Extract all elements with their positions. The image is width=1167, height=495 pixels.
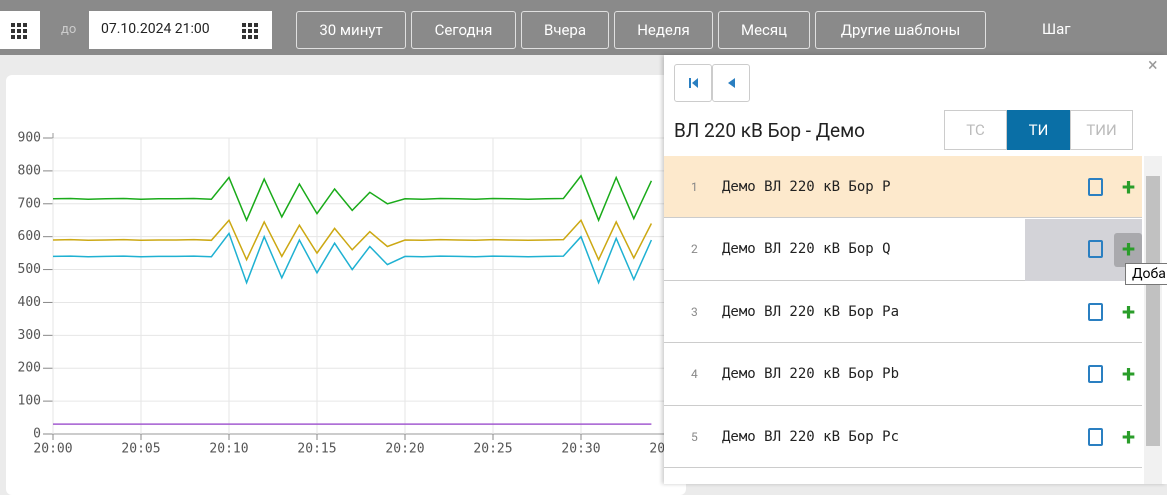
grid-icon (11, 23, 27, 39)
tab[interactable]: ТС (944, 110, 1007, 150)
prev-icon (728, 78, 735, 88)
copy-button[interactable] (1088, 365, 1103, 383)
preset-button[interactable]: Другие шаблоны (815, 11, 986, 49)
x-tick-label: 20:30 (561, 442, 600, 457)
first-icon (689, 78, 698, 88)
y-tick-label: 900 (18, 131, 41, 146)
series-line (52, 218, 653, 262)
panel-title: ВЛ 220 кВ Бор - Демо (674, 119, 866, 142)
row-name: Демо ВЛ 220 кВ Бор Pc (722, 428, 900, 445)
add-hover (1114, 232, 1142, 267)
preset-button[interactable]: Месяц (718, 11, 810, 49)
row-name: Демо ВЛ 220 кВ Бор P (722, 178, 891, 195)
row-name: Демо ВЛ 220 кВ Бор Pb (722, 366, 900, 382)
add-button[interactable]: + (1122, 360, 1136, 388)
row-name: Демо ВЛ 220 кВ Бор Q (722, 241, 891, 257)
row-index: 5 (691, 429, 698, 444)
chart-card: 0 100 200 300 400 500 600 700 800 900 20:00 20:05 20… (6, 75, 689, 495)
row-index: 3 (691, 304, 698, 319)
copy-button[interactable] (1088, 427, 1103, 446)
menu-button[interactable] (0, 11, 40, 49)
x-tick-label: 20:00 (33, 442, 72, 457)
list-row[interactable]: 2 Демо ВЛ 220 кВ Бор Q + (664, 218, 1142, 281)
close-button[interactable]: × (1148, 55, 1158, 76)
datetime-text: 07.10.2024 21:00 (101, 21, 210, 37)
x-tick-label: 20:15 (297, 442, 336, 457)
y-tick-label: 200 (18, 361, 41, 376)
copy-button[interactable] (1088, 302, 1103, 321)
datetime-input[interactable]: 07.10.2024 21:00 (89, 11, 272, 49)
chart: 0 100 200 300 400 500 600 700 800 900 20:00 20:05 20… (18, 131, 689, 457)
tooltip: Доба (1125, 263, 1167, 285)
prev-button[interactable] (712, 64, 750, 102)
add-button[interactable]: + (1122, 235, 1136, 263)
scroll-thumb[interactable] (1146, 176, 1160, 446)
preset-button[interactable]: Вчера (521, 11, 609, 49)
preset-button[interactable]: Неделя (614, 11, 713, 49)
x-tick-label: 20:25 (473, 442, 512, 457)
y-tick-label: 600 (18, 229, 41, 244)
x-tick-label: 20:05 (121, 442, 160, 457)
tab[interactable]: ТИ (1007, 110, 1070, 150)
y-tick-label: 400 (18, 295, 41, 310)
y-tick-label: 0 (33, 427, 41, 442)
copy-button[interactable] (1088, 240, 1103, 258)
y-tick-label: 700 (18, 196, 41, 211)
y-tick-label: 100 (18, 394, 41, 409)
row-index: 4 (691, 367, 698, 381)
add-button[interactable]: + (1122, 172, 1136, 201)
list-row[interactable]: 3 Демо ВЛ 220 кВ Бор Pa + (664, 281, 1142, 343)
scrollbar[interactable] (1144, 156, 1162, 484)
tab[interactable]: ТИИ (1070, 110, 1133, 150)
series-line (52, 174, 653, 223)
list-row[interactable]: 4 Демо ВЛ 220 кВ Бор Pb + (664, 344, 1142, 406)
calendar-icon (242, 23, 258, 39)
side-panel: × ВЛ 220 кВ Бор - Демо 1 Демо ВЛ 220 кВ Б… (664, 55, 1167, 484)
list-row[interactable]: 5 Демо ВЛ 220 кВ Бор Pc + (664, 406, 1142, 468)
add-button[interactable]: + (1122, 297, 1136, 326)
step-label: Шаг (1042, 20, 1071, 38)
preset-button[interactable]: 30 минут (296, 11, 406, 49)
x-tick-label: 20:10 (209, 442, 248, 457)
y-tick-label: 500 (18, 262, 41, 277)
to-label: до (61, 22, 77, 37)
y-tick-label: 800 (18, 163, 41, 178)
toolbar: до 07.10.2024 21:00 30 минут Сегодня Вче… (0, 0, 1167, 55)
first-button[interactable] (674, 64, 712, 102)
y-tick-label: 300 (18, 328, 41, 343)
copy-button[interactable] (1088, 177, 1103, 196)
series-line (52, 231, 653, 285)
x-tick-label: 20:20 (385, 442, 424, 457)
row-index: 1 (691, 179, 698, 194)
preset-button[interactable]: Сегодня (411, 11, 516, 49)
row-name: Демо ВЛ 220 кВ Бор Pa (722, 303, 900, 320)
add-button[interactable]: + (1122, 422, 1136, 451)
list-row[interactable]: 1 Демо ВЛ 220 кВ Бор P + (664, 156, 1142, 218)
row-index: 2 (691, 242, 698, 256)
